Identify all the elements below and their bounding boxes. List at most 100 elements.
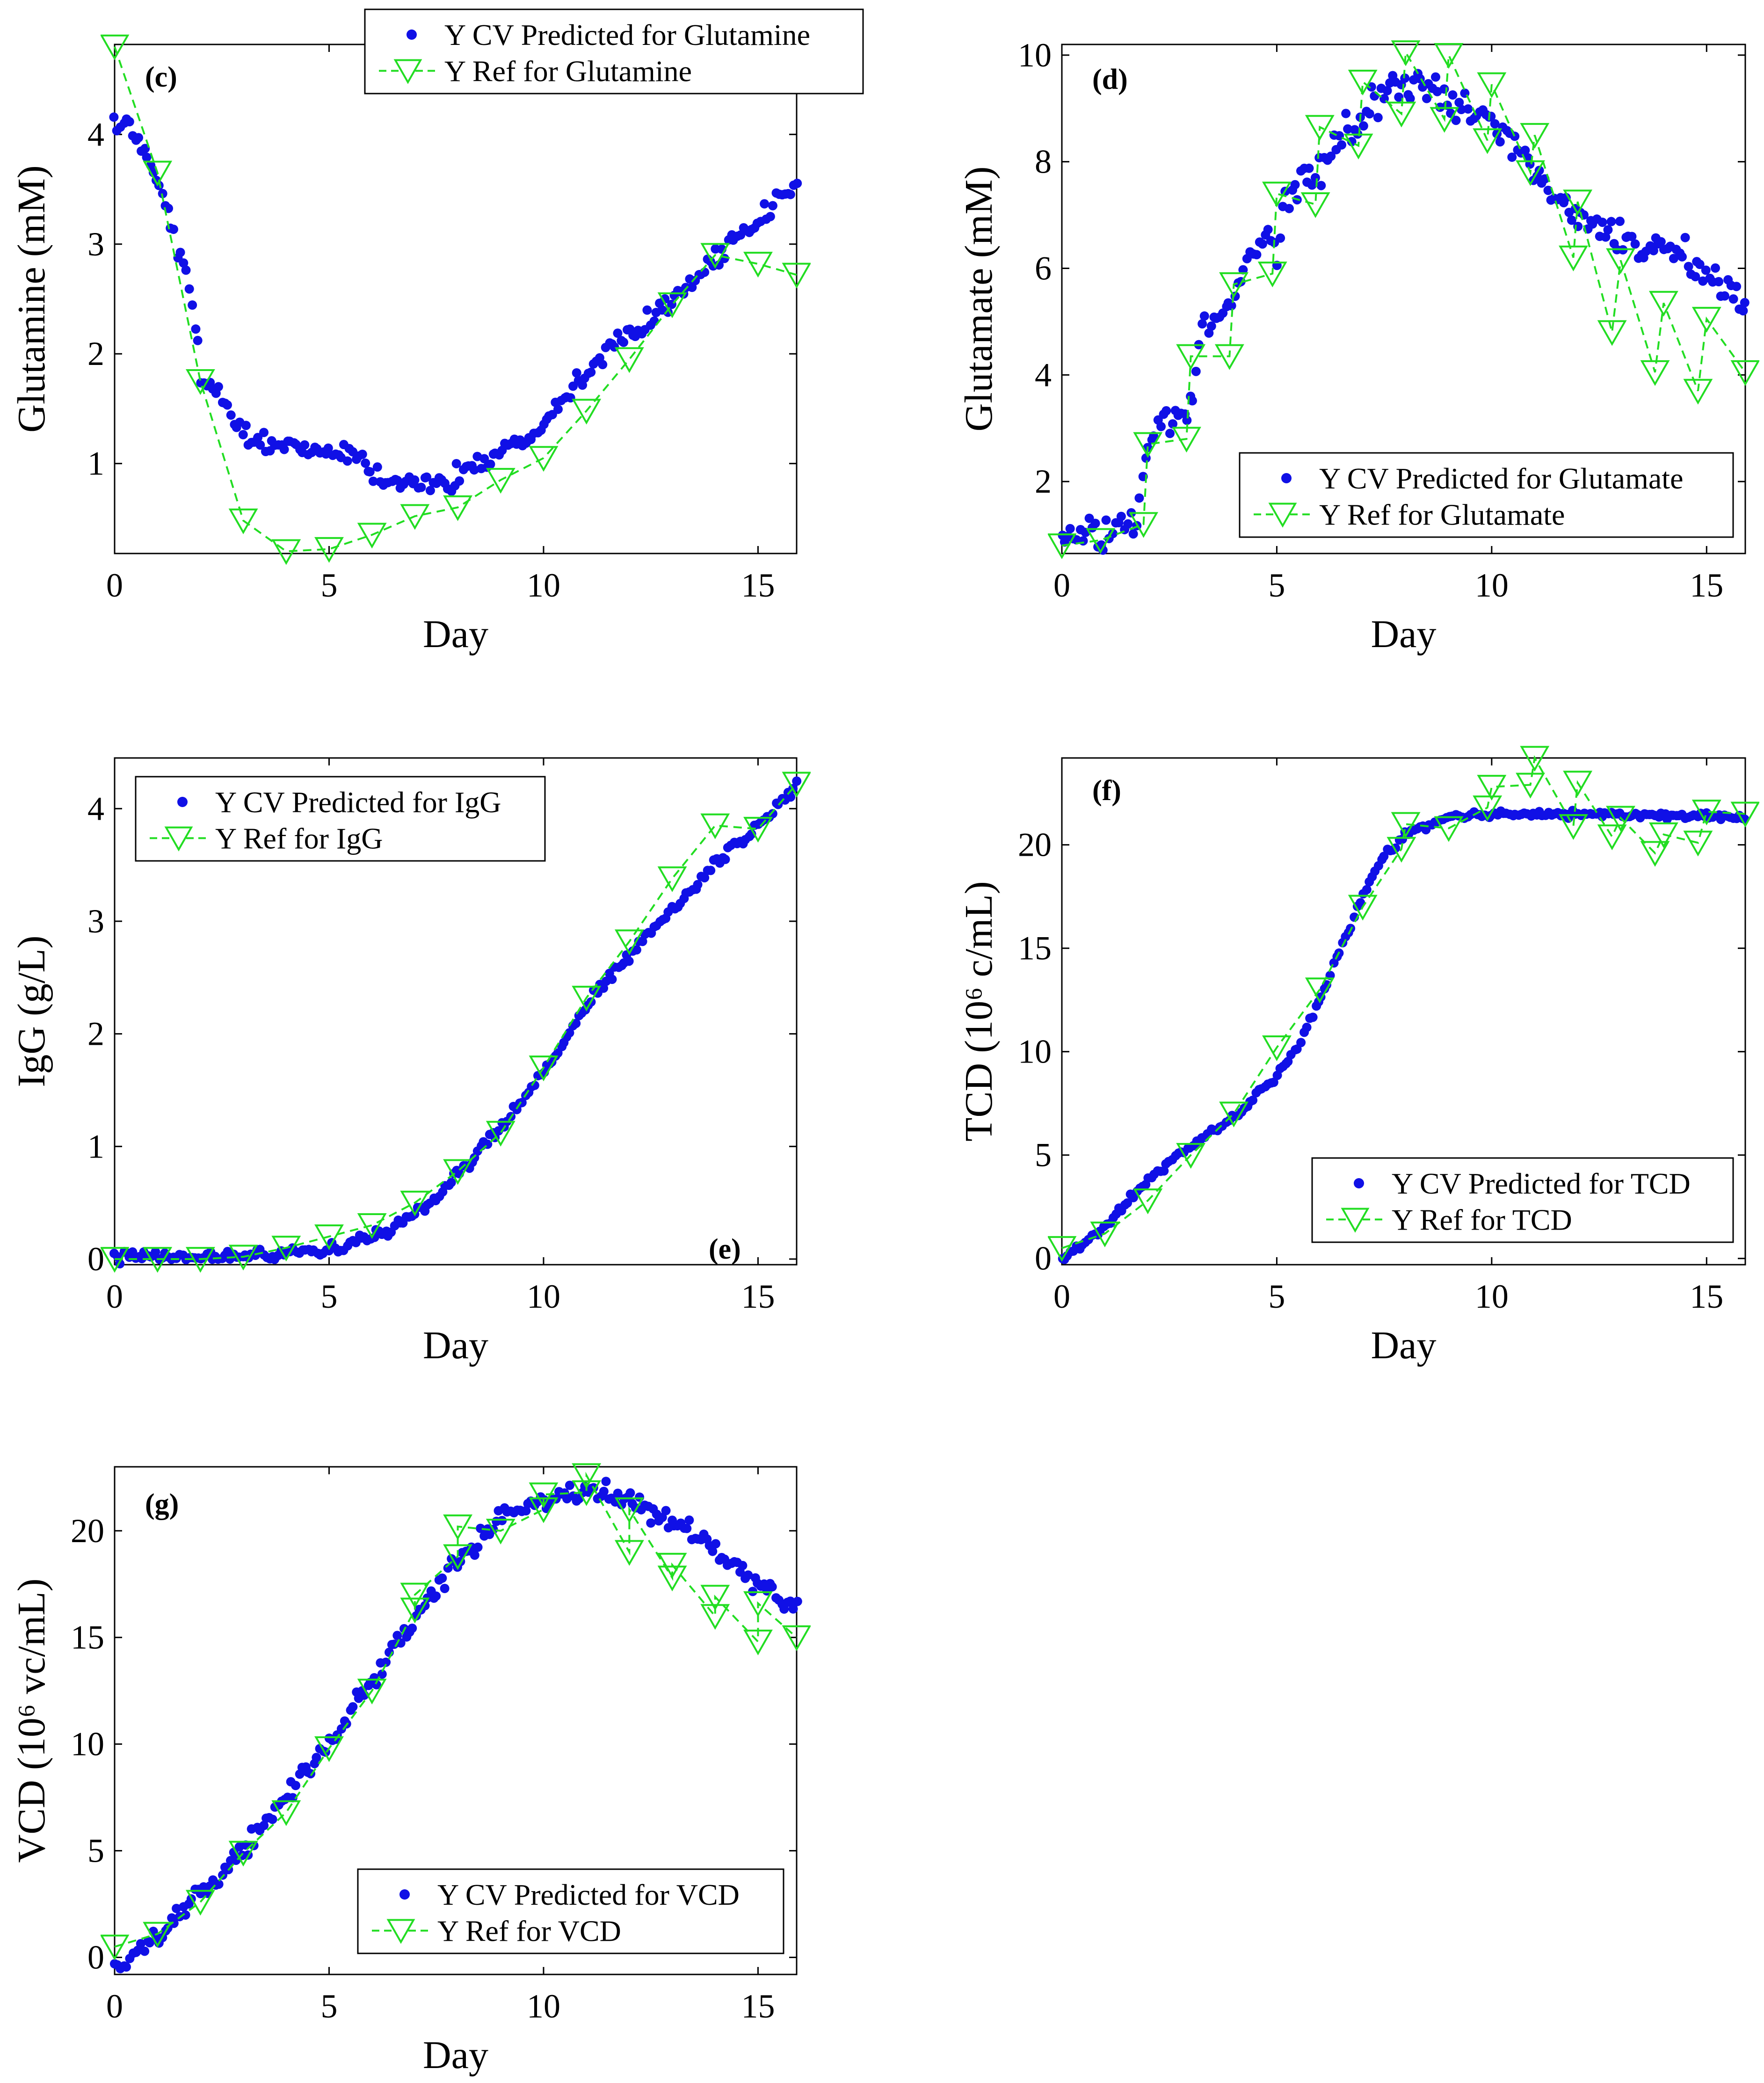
y-tick-label: 0 bbox=[1035, 1240, 1052, 1277]
predicted-point bbox=[169, 1918, 179, 1928]
predicted-point bbox=[140, 1946, 150, 1956]
plot-area bbox=[101, 34, 811, 565]
reference-marker bbox=[1219, 272, 1249, 298]
legend-predicted-label: Y CV Predicted for IgG bbox=[215, 786, 501, 819]
predicted-point bbox=[738, 1561, 748, 1571]
y-tick-label: 15 bbox=[1018, 930, 1052, 967]
legend-predicted-label: Y CV Predicted for VCD bbox=[437, 1878, 740, 1911]
predicted-point bbox=[1370, 91, 1379, 101]
x-tick-label: 15 bbox=[1690, 567, 1723, 604]
x-tick-label: 10 bbox=[527, 1278, 560, 1315]
reference-marker bbox=[572, 1480, 602, 1506]
legend-predicted-marker bbox=[177, 797, 188, 807]
reference-marker bbox=[1563, 771, 1593, 797]
reference-marker bbox=[1648, 822, 1678, 848]
reference-marker bbox=[1563, 189, 1593, 216]
predicted-point bbox=[279, 444, 289, 454]
y-tick-label: 10 bbox=[1018, 1033, 1052, 1071]
legend-reference-marker bbox=[164, 826, 193, 852]
y-tick-label: 2 bbox=[87, 1015, 104, 1053]
predicted-point bbox=[213, 382, 223, 392]
panel-label: (g) bbox=[145, 1488, 179, 1520]
reference-marker bbox=[782, 1625, 811, 1651]
predicted-point bbox=[291, 1781, 301, 1791]
predicted-point bbox=[1116, 511, 1126, 521]
reference-marker bbox=[228, 1245, 258, 1271]
predicted-point bbox=[476, 1523, 486, 1533]
x-tick-label: 15 bbox=[1690, 1278, 1723, 1315]
reference-marker bbox=[1730, 360, 1759, 386]
predicted-point bbox=[1738, 306, 1748, 316]
predicted-point bbox=[1187, 396, 1197, 406]
reference-marker bbox=[1086, 528, 1116, 554]
reference-marker bbox=[1691, 306, 1721, 333]
x-tick-label: 15 bbox=[741, 1278, 775, 1315]
predicted-point bbox=[1078, 536, 1088, 546]
y-axis-label: Glutamate (mM) bbox=[957, 167, 1001, 432]
reference-marker bbox=[1219, 1101, 1249, 1128]
predicted-point bbox=[1507, 152, 1517, 162]
reference-marker bbox=[314, 1736, 344, 1762]
predicted-point bbox=[425, 486, 435, 495]
predicted-point bbox=[151, 1247, 160, 1257]
y-tick-label: 4 bbox=[1035, 356, 1052, 393]
predicted-point bbox=[660, 294, 670, 304]
y-tick-label: 3 bbox=[87, 226, 104, 263]
predicted-point bbox=[1296, 1038, 1306, 1048]
predicted-point bbox=[625, 1488, 635, 1498]
predicted-point bbox=[1257, 239, 1267, 249]
predicted-point bbox=[1656, 237, 1666, 247]
predicted-point bbox=[1316, 181, 1326, 190]
reference-marker bbox=[529, 1497, 559, 1523]
y-tick-label: 5 bbox=[1035, 1136, 1052, 1174]
predicted-point bbox=[288, 1793, 298, 1803]
legend-reference-label: Y Ref for TCD bbox=[1392, 1203, 1572, 1236]
predicted-point bbox=[720, 854, 730, 864]
reference-marker bbox=[657, 1566, 687, 1592]
predicted-point bbox=[416, 482, 426, 492]
reference-marker bbox=[1597, 320, 1627, 346]
predicted-point bbox=[785, 1596, 795, 1606]
predicted-point bbox=[1463, 104, 1473, 114]
legend-box bbox=[1311, 1157, 1734, 1243]
predicted-point bbox=[788, 1604, 798, 1614]
reference-marker bbox=[357, 523, 387, 549]
legend-reference-label: Y Ref for Glutamine bbox=[444, 54, 692, 87]
predicted-point bbox=[312, 1753, 321, 1763]
panel-label: (e) bbox=[709, 1233, 741, 1265]
reference-marker bbox=[1683, 830, 1713, 857]
predicted-point bbox=[706, 866, 716, 875]
plot-area bbox=[1048, 746, 1759, 1264]
predicted-point bbox=[1627, 232, 1637, 241]
reference-marker bbox=[743, 252, 773, 278]
axes-frame bbox=[114, 44, 798, 554]
reference-marker bbox=[1348, 69, 1378, 95]
predicted-point bbox=[661, 1506, 671, 1515]
predicted-point bbox=[407, 1624, 417, 1633]
reference-marker bbox=[614, 347, 644, 373]
predicted-point bbox=[1680, 233, 1690, 242]
predicted-point bbox=[700, 267, 710, 277]
legend-reference-label: Y Ref for VCD bbox=[437, 1914, 621, 1947]
predicted-point bbox=[342, 456, 352, 466]
predicted-point bbox=[348, 1702, 358, 1712]
chart-panel-d: 0 5 10 15 2 4 6 8 10 Day Glutamate (mM) (d) Y CV Pre… bbox=[957, 36, 1759, 656]
predicted-point bbox=[1439, 84, 1449, 94]
reference-marker bbox=[143, 1922, 173, 1948]
predicted-point bbox=[1510, 131, 1520, 141]
predicted-point bbox=[479, 454, 489, 464]
legend-reference-marker bbox=[393, 59, 422, 84]
x-tick-label: 0 bbox=[106, 567, 123, 604]
reference-marker bbox=[1477, 775, 1507, 801]
predicted-point bbox=[1490, 119, 1500, 129]
predicted-point bbox=[1310, 173, 1320, 182]
chart-panel-f: 0 5 10 15 0 5 10 15 20 Day TCD (10⁶ c/mL) (f) Y CV P… bbox=[957, 746, 1759, 1367]
predicted-point bbox=[214, 1879, 224, 1889]
predicted-point bbox=[124, 117, 134, 127]
predicted-point bbox=[768, 201, 777, 211]
predicted-point bbox=[1252, 250, 1262, 260]
reference-marker bbox=[400, 1190, 430, 1216]
predicted-point bbox=[470, 1550, 479, 1560]
predicted-point bbox=[140, 144, 150, 153]
